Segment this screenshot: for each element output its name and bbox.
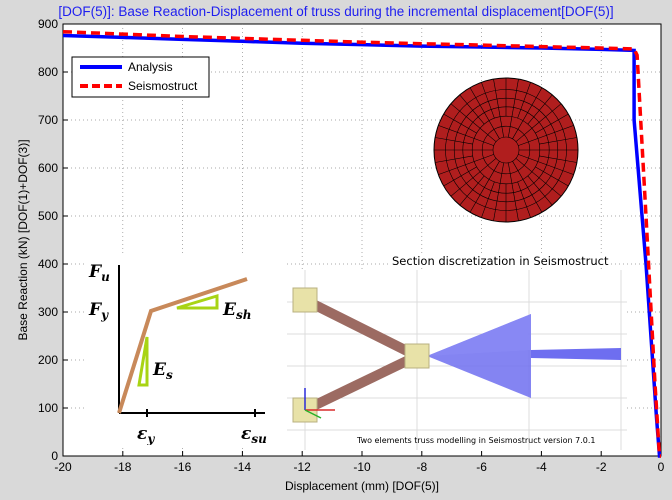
chart-title: [DOF(5)]: Base Reaction-Displacement of … bbox=[58, 4, 614, 19]
axis-indicator-y bbox=[304, 409, 322, 419]
section-fiber-line bbox=[512, 161, 543, 213]
esu-label: εsu bbox=[241, 424, 267, 445]
y-axis-label: Base Reaction (kN) [DOF(1)+DOF(3)] bbox=[16, 139, 30, 340]
section-fiber-line bbox=[481, 82, 495, 119]
section-fiber-line bbox=[438, 154, 494, 175]
section-fiber-line bbox=[518, 154, 574, 175]
y-tick-label: 400 bbox=[38, 257, 58, 271]
section-fiber-line bbox=[469, 87, 500, 139]
y-tick-label: 200 bbox=[38, 353, 58, 367]
y-tick-label: 0 bbox=[51, 449, 58, 463]
material-model-diagram: Fu Fy Esh Es εy εsu bbox=[88, 262, 267, 446]
section-fiber-line bbox=[515, 158, 562, 197]
x-tick-label: -12 bbox=[294, 460, 312, 474]
x-tick-label: -18 bbox=[114, 460, 132, 474]
series-line-seismostruct bbox=[62, 29, 662, 458]
section-fiber-line bbox=[517, 181, 531, 218]
bilinear-curve bbox=[117, 277, 248, 414]
section-fiber-line bbox=[512, 87, 543, 139]
section-fiber-line bbox=[438, 125, 494, 146]
section-fiber-line bbox=[443, 166, 477, 187]
model-caption: Two elements truss modelling in Seismost… bbox=[357, 436, 596, 445]
y-ticks: 0 100 200 300 400 500 600 700 800 900 bbox=[38, 17, 68, 463]
y-tick-label: 700 bbox=[38, 113, 58, 127]
es-label: Es bbox=[152, 360, 173, 382]
fy-sub: y bbox=[100, 308, 109, 322]
x-tick-label: -20 bbox=[54, 460, 72, 474]
material-model-inset: Fu Fy Esh Es εy εsu bbox=[85, 253, 285, 446]
truss-bar-upper bbox=[302, 295, 420, 361]
esh-label: Esh bbox=[222, 300, 251, 322]
x-axis-label: Displacement (mm) [DOF(5)] bbox=[285, 479, 439, 493]
y-tick-label: 100 bbox=[38, 401, 58, 415]
section-fiber-line bbox=[527, 94, 553, 125]
section-fiber-line bbox=[527, 175, 553, 206]
y-tick-label: 500 bbox=[38, 209, 58, 223]
x-tick-label: 0 bbox=[658, 460, 665, 474]
section-fiber-line bbox=[450, 158, 497, 197]
x-tick-label: -8 bbox=[416, 460, 427, 474]
y-tick-label: 900 bbox=[38, 17, 58, 31]
ey-label: εy bbox=[137, 424, 155, 445]
section-fiber-line bbox=[493, 162, 504, 221]
section-fiber-line bbox=[535, 166, 569, 187]
section-fiber-line bbox=[539, 155, 577, 163]
esu-letter: ε bbox=[241, 424, 251, 444]
fu-sub: u bbox=[101, 270, 110, 284]
x-tick-label: -10 bbox=[353, 460, 371, 474]
fu-label: Fu bbox=[88, 262, 110, 284]
section-fiber-line bbox=[435, 155, 473, 163]
legend: Analysis Seismostruct bbox=[71, 56, 210, 98]
section-fiber-line bbox=[535, 113, 569, 134]
section-fiber-line bbox=[539, 137, 577, 145]
section-fiber-line bbox=[469, 161, 500, 213]
x-tick-label: -16 bbox=[174, 460, 192, 474]
section-discretization-image bbox=[433, 77, 579, 223]
x-tick-label: -14 bbox=[234, 460, 252, 474]
section-fiber-line bbox=[518, 125, 574, 146]
section-caption: Section discretization in Seismostruct bbox=[390, 254, 611, 268]
legend-box bbox=[71, 56, 210, 98]
series-lines bbox=[62, 29, 662, 458]
section-fiber-line bbox=[508, 79, 519, 138]
section-fiber-line bbox=[508, 162, 519, 221]
truss-bar-lower bbox=[302, 351, 420, 415]
x-tick-label: -4 bbox=[536, 460, 547, 474]
section-fiber-line bbox=[493, 79, 504, 138]
y-tick-label: 800 bbox=[38, 65, 58, 79]
section-fiber-line bbox=[459, 94, 485, 125]
section-fiber-line bbox=[443, 113, 477, 134]
legend-label-analysis: Analysis bbox=[128, 60, 173, 74]
legend-label-seismostruct: Seismostruct bbox=[128, 79, 198, 93]
section-fiber-line bbox=[450, 103, 497, 142]
es-sub: s bbox=[166, 368, 173, 382]
load-cone-shade bbox=[427, 314, 531, 356]
esh-triangle bbox=[176, 293, 219, 310]
x-ticks: -20 -18 -16 -14 -12 -10 -8 -6 -4 -2 0 bbox=[54, 451, 665, 474]
esh-letter: E bbox=[222, 300, 237, 320]
section-fiber-line bbox=[435, 137, 473, 145]
section-fiber-line bbox=[517, 82, 531, 119]
esh-sub: sh bbox=[236, 308, 251, 322]
y-tick-label: 300 bbox=[38, 305, 58, 319]
load-arrow bbox=[531, 348, 621, 360]
x-tick-label: -2 bbox=[596, 460, 607, 474]
section-fiber-line bbox=[481, 181, 495, 218]
y-tick-label: 600 bbox=[38, 161, 58, 175]
ey-letter: ε bbox=[137, 424, 147, 444]
es-triangle bbox=[137, 336, 149, 387]
ey-sub: y bbox=[146, 432, 155, 445]
truss-model-inset: Two elements truss modelling in Seismost… bbox=[287, 270, 627, 450]
fu-letter: F bbox=[88, 262, 103, 282]
esu-sub: su bbox=[251, 432, 267, 445]
node-center bbox=[404, 343, 430, 369]
truss-model-diagram bbox=[287, 270, 627, 450]
section-fiber-line bbox=[515, 103, 562, 142]
es-letter: E bbox=[152, 360, 167, 380]
node-top bbox=[292, 287, 318, 313]
section-fiber-line bbox=[459, 175, 485, 206]
fy-label: Fy bbox=[88, 300, 109, 322]
x-tick-label: -6 bbox=[476, 460, 487, 474]
fy-letter: F bbox=[88, 300, 103, 320]
